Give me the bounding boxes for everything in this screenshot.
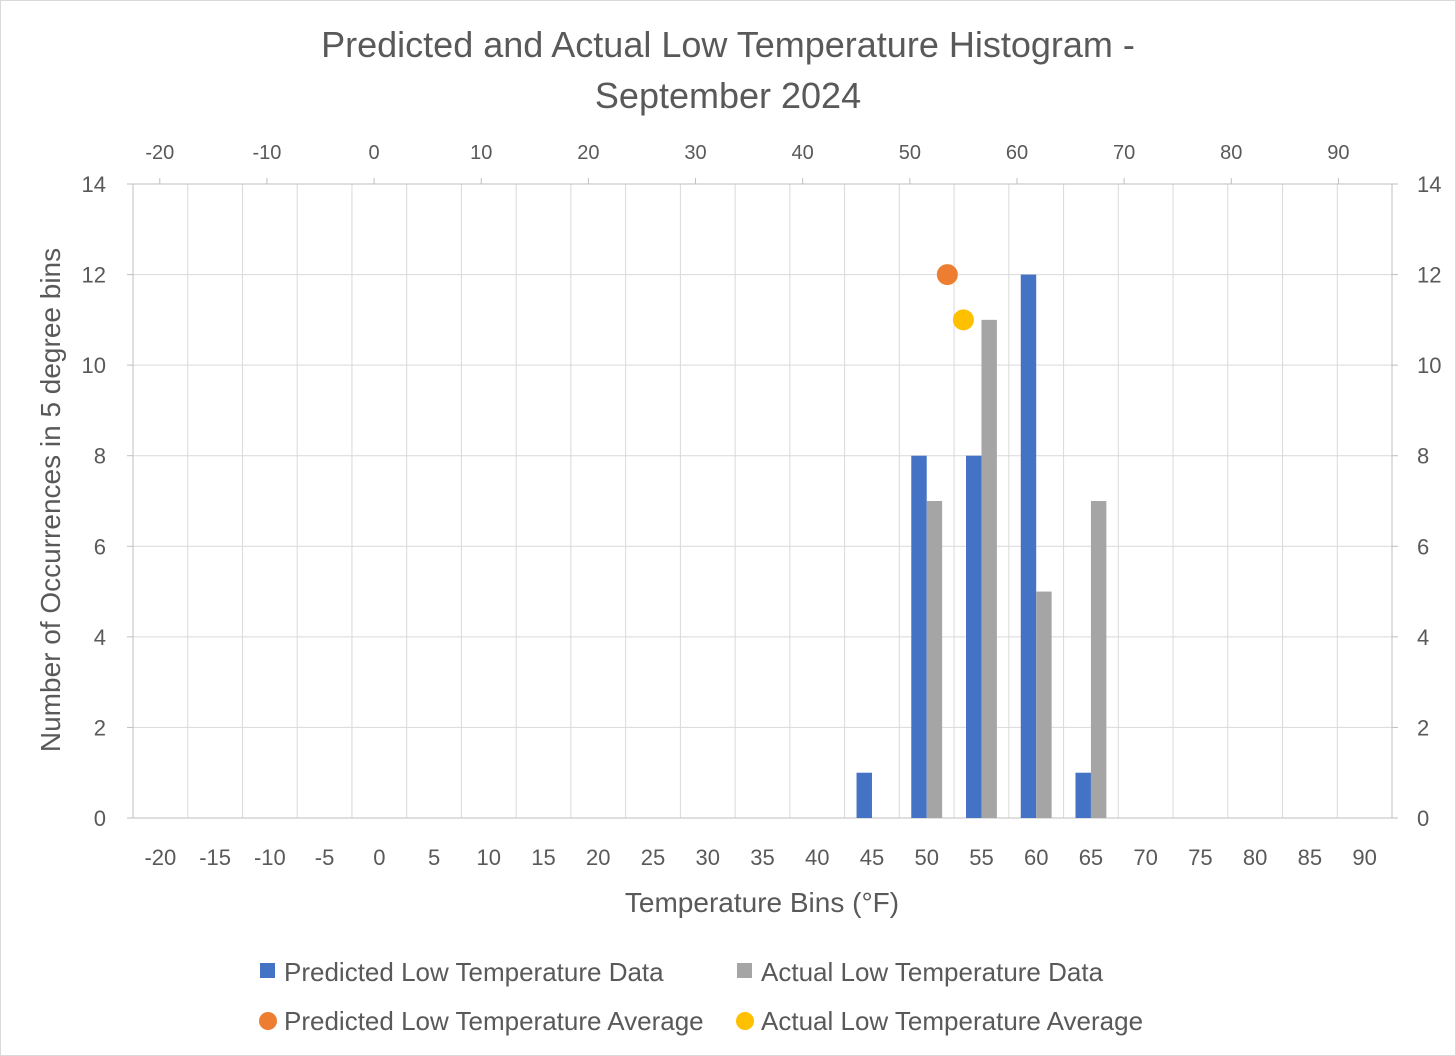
top-x-tick-label: 30 <box>684 142 706 164</box>
x-tick-label: 5 <box>428 845 440 870</box>
gridlines <box>132 183 1393 818</box>
y-tick-label-left: 14 <box>82 172 106 197</box>
bar-actual-55 <box>981 319 997 818</box>
legend-swatch-actual-average <box>736 1012 754 1030</box>
y-tick-label-right: 8 <box>1417 444 1429 469</box>
x-tick-label: 75 <box>1188 845 1212 870</box>
x-tick-label: 65 <box>1079 845 1103 870</box>
x-tick-label: 90 <box>1352 845 1376 870</box>
bar-predicted-65 <box>1075 772 1091 818</box>
top-x-tick-label: 80 <box>1220 142 1242 164</box>
top-x-tick-label: 90 <box>1327 142 1349 164</box>
legend-label-predicted-data: Predicted Low Temperature Data <box>284 957 664 987</box>
y-tick-label-left: 4 <box>94 625 106 650</box>
top-x-tick-label: -10 <box>252 142 281 164</box>
y-tick-label-left: 8 <box>94 444 106 469</box>
average-points <box>936 264 974 331</box>
x-tick-label: 35 <box>750 845 774 870</box>
bar-predicted-50 <box>911 455 927 818</box>
x-tick-label: -10 <box>254 845 286 870</box>
bar-predicted-45 <box>856 772 872 818</box>
legend: Predicted Low Temperature Data Actual Lo… <box>259 957 1143 1036</box>
y-tick-label-right: 6 <box>1417 534 1429 559</box>
x-tick-label: 45 <box>860 845 884 870</box>
top-x-tick-label: 60 <box>1006 142 1028 164</box>
bar-actual-50 <box>926 501 943 818</box>
top-x-tick-label: 50 <box>899 142 921 164</box>
x-tick-label: 40 <box>805 845 829 870</box>
y-tick-label-right: 10 <box>1417 353 1441 378</box>
x-tick-label: 85 <box>1298 845 1322 870</box>
legend-swatch-predicted-data <box>260 963 275 978</box>
y-tick-label-left: 10 <box>82 353 106 378</box>
x-tick-label: -5 <box>315 845 335 870</box>
tick-labels: 0 0 2 2 4 4 6 6 8 8 10 10 12 12 14 14 -20 -15 -10 -5 0 5 10 15 2… <box>82 142 1442 870</box>
x-tick-label: 55 <box>969 845 993 870</box>
x-axis-title: Temperature Bins (°F) <box>625 887 899 918</box>
actual-average-point <box>952 309 974 331</box>
predicted-average-point <box>936 264 958 286</box>
legend-label-actual-data: Actual Low Temperature Data <box>761 957 1104 987</box>
x-tick-label: -15 <box>199 845 231 870</box>
bars <box>856 274 1107 819</box>
x-tick-label: 30 <box>696 845 720 870</box>
legend-swatch-predicted-average <box>259 1012 277 1030</box>
chart-title-line-1: Predicted and Actual Low Temperature His… <box>321 24 1135 65</box>
x-tick-label: 25 <box>641 845 665 870</box>
x-tick-label: -20 <box>144 845 176 870</box>
y-tick-label-left: 6 <box>94 534 106 559</box>
bar-predicted-55 <box>966 455 982 818</box>
legend-label-predicted-average: Predicted Low Temperature Average <box>284 1006 704 1036</box>
x-tick-label: 15 <box>531 845 555 870</box>
y-tick-label-right: 2 <box>1417 715 1429 740</box>
top-x-tick-label: 20 <box>577 142 599 164</box>
y-tick-label-left: 0 <box>94 806 106 831</box>
y-tick-label-right: 12 <box>1417 263 1441 288</box>
top-x-tick-label: -20 <box>145 142 174 164</box>
top-x-tick-label: 40 <box>792 142 814 164</box>
bar-actual-65 <box>1090 501 1107 818</box>
y-tick-label-right: 4 <box>1417 625 1429 650</box>
y-axis-title: Number of Occurrences in 5 degree bins <box>35 248 66 752</box>
axes <box>127 178 1398 819</box>
y-tick-label-left: 12 <box>82 263 106 288</box>
bar-actual-60 <box>1036 591 1052 818</box>
bar-predicted-60 <box>1020 274 1037 819</box>
legend-label-actual-average: Actual Low Temperature Average <box>761 1006 1143 1036</box>
legend-swatch-actual-data <box>737 963 752 978</box>
x-tick-label: 60 <box>1024 845 1048 870</box>
chart-title-line-2: September 2024 <box>595 75 861 116</box>
y-tick-label-right: 14 <box>1417 172 1441 197</box>
x-tick-label: 0 <box>373 845 385 870</box>
top-x-tick-label: 10 <box>470 142 492 164</box>
x-tick-label: 20 <box>586 845 610 870</box>
x-tick-label: 70 <box>1133 845 1157 870</box>
top-x-tick-label: 70 <box>1113 142 1135 164</box>
y-tick-label-left: 2 <box>94 715 106 740</box>
top-x-tick-label: 0 <box>369 142 380 164</box>
y-tick-label-right: 0 <box>1417 806 1429 831</box>
x-tick-label: 80 <box>1243 845 1267 870</box>
x-tick-label: 50 <box>914 845 938 870</box>
x-tick-label: 10 <box>477 845 501 870</box>
